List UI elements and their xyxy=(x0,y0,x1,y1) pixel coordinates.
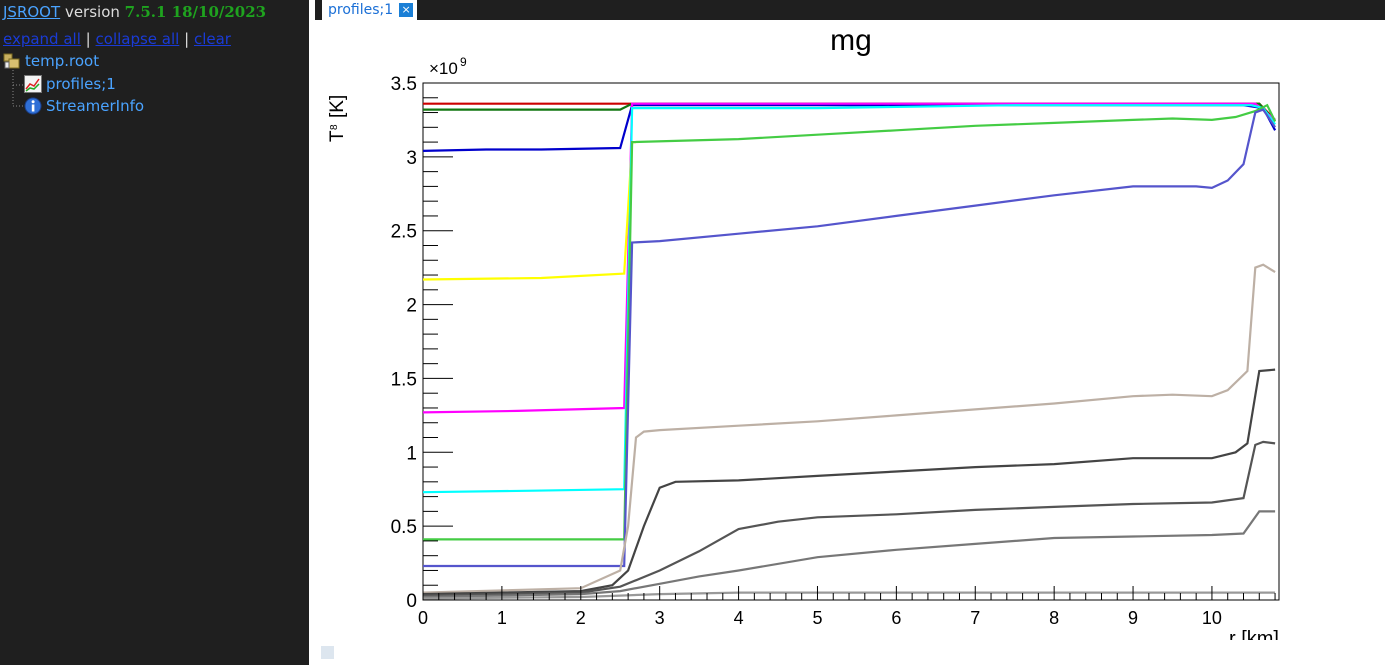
series-line-9 xyxy=(422,368,1276,596)
info-icon xyxy=(24,97,42,115)
series-line-10 xyxy=(422,440,1276,597)
tab-bar: profiles;1 × xyxy=(315,0,1385,20)
x-tick-label: 2 xyxy=(576,608,586,628)
series-line-5 xyxy=(422,104,1276,494)
x-axis-label: r [km] xyxy=(1229,628,1279,640)
y-axis-label-sub: 8 xyxy=(329,124,340,130)
plot-frame xyxy=(422,82,1280,601)
y-tick-label: 0 xyxy=(406,591,417,612)
clear-link[interactable]: clear xyxy=(193,30,231,48)
y-axis-unit: [K] xyxy=(327,95,348,118)
series-line-12 xyxy=(422,591,1276,600)
tab-label: profiles;1 xyxy=(328,2,394,18)
splitter[interactable] xyxy=(309,0,315,665)
x-tick-label: 4 xyxy=(734,608,744,628)
y-tick-label: 2.5 xyxy=(391,222,417,243)
y-tick-label: 1 xyxy=(406,443,417,464)
tree-item-label: profiles;1 xyxy=(46,75,116,93)
y-exponent-label: ×10 9 xyxy=(429,55,467,78)
close-icon[interactable]: × xyxy=(399,3,414,17)
x-tick-label: 0 xyxy=(418,608,428,628)
x-tick-label: 8 xyxy=(1049,608,1059,628)
x-tick-label: 6 xyxy=(891,608,901,628)
tree-item-profiles[interactable]: profiles;1 xyxy=(24,75,116,93)
series-line-6 xyxy=(423,103,1277,541)
version-number: 7.5.1 18/10/2023 xyxy=(124,3,267,21)
y-tick-label: 3 xyxy=(406,148,417,169)
tree-item-label: temp.root xyxy=(25,52,100,70)
tree-item-label: StreamerInfo xyxy=(46,97,145,115)
chart-title: mg xyxy=(830,24,872,57)
jsroot-link[interactable]: JSROOT xyxy=(3,3,61,21)
sidebar-header: JSROOT version 7.5.1 18/10/2023 xyxy=(3,3,266,21)
series-line-11 xyxy=(422,510,1276,599)
x-tick-label: 9 xyxy=(1128,608,1138,628)
separator: | xyxy=(184,30,190,48)
y-tick-label: 2 xyxy=(406,296,417,317)
y-exponent-base: ×10 xyxy=(429,59,458,78)
series-line-7 xyxy=(423,108,1277,568)
y-exponent-power: 9 xyxy=(460,55,467,69)
x-tick-label: 1 xyxy=(497,608,507,628)
y-tick-label: 3.5 xyxy=(391,74,417,95)
collapse-all-link[interactable]: collapse all xyxy=(95,30,180,48)
y-tick-label: 1.5 xyxy=(391,369,417,390)
toolbar-toggle-button[interactable] xyxy=(321,646,334,659)
tree-actions: expand all | collapse all | clear xyxy=(3,30,231,48)
plot-area: 0 1 2 3 4 5 6 7 8 9 10 0 0.5 1 1.5 2 2.5 3 3.5 xyxy=(391,74,1280,628)
y-axis-label: T xyxy=(327,130,348,142)
expand-all-link[interactable]: expand all xyxy=(3,30,81,48)
x-tick-label: 3 xyxy=(655,608,665,628)
x-tick-label: 5 xyxy=(812,608,822,628)
version-word: version xyxy=(64,3,120,21)
separator: | xyxy=(85,30,91,48)
browser-sidebar: JSROOT version 7.5.1 18/10/2023 expand a… xyxy=(0,0,309,665)
series-line-8 xyxy=(422,263,1276,594)
chart-canvas[interactable]: mg ×10 9 T 8 [K] r [km] 0 1 2 3 4 5 6 7 8 9 10 0 0.5… xyxy=(315,20,1385,640)
x-tick-label: 10 xyxy=(1202,608,1222,628)
tree-item-temp-root[interactable]: temp.root xyxy=(3,52,99,70)
root-file-icon xyxy=(3,53,20,69)
y-tick-label: 0.5 xyxy=(391,517,417,538)
multigraph-icon xyxy=(24,75,42,93)
x-tick-label: 7 xyxy=(970,608,980,628)
tree-connectors xyxy=(12,70,24,107)
y-axis-title: T 8 [K] xyxy=(327,95,348,142)
tab-profiles[interactable]: profiles;1 × xyxy=(318,0,418,20)
tree-item-streamerinfo[interactable]: StreamerInfo xyxy=(24,97,144,115)
